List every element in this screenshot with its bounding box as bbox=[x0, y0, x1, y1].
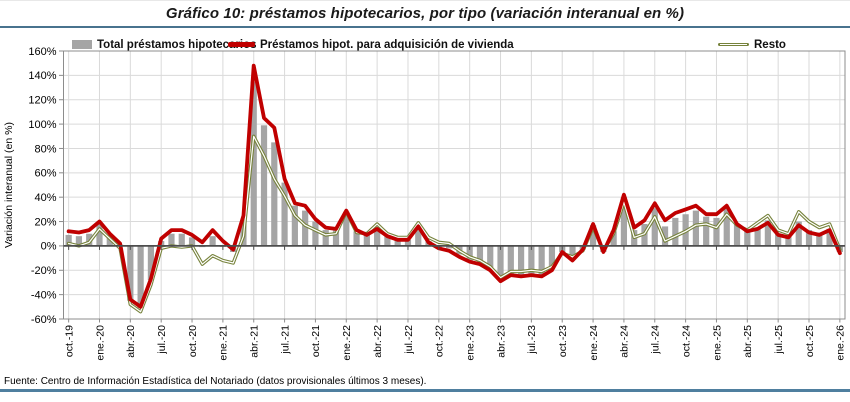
svg-text:ene.-26: ene.-26 bbox=[835, 325, 847, 361]
bar-series-total bbox=[65, 81, 843, 309]
svg-text:-40%: -40% bbox=[31, 289, 57, 301]
footer-source-text: Fuente: Centro de Información Estadístic… bbox=[4, 376, 427, 387]
svg-text:ene.-23: ene.-23 bbox=[464, 325, 476, 361]
svg-text:ene.-20: ene.-20 bbox=[94, 325, 106, 361]
legend-item-vivienda: Préstamos hipot. para adquisición de viv… bbox=[228, 37, 514, 52]
line-series-vivienda bbox=[66, 63, 842, 309]
legend-item-total: Total préstamos hipotecarios bbox=[72, 37, 257, 52]
line-series-resto bbox=[66, 134, 842, 314]
svg-text:oct.-25: oct.-25 bbox=[804, 325, 816, 357]
bottom-divider bbox=[0, 389, 850, 392]
svg-text:abr.-24: abr.-24 bbox=[619, 325, 631, 358]
legend-label-total: Total préstamos hipotecarios bbox=[97, 38, 257, 51]
legend-item-resto: Resto bbox=[718, 37, 786, 52]
y-axis-title: Variación interanual (en %) bbox=[3, 122, 15, 248]
legend-swatch-vivienda-line bbox=[228, 42, 255, 47]
svg-text:120%: 120% bbox=[28, 95, 56, 107]
svg-text:jul.-22: jul.-22 bbox=[403, 325, 415, 355]
svg-text:jul.-23: jul.-23 bbox=[526, 325, 538, 355]
svg-text:60%: 60% bbox=[34, 168, 56, 180]
chart-canvas: 160% 140% 120% 100% 80% 60% 40% 20% 0% -20% -40% -6… bbox=[3, 46, 847, 361]
zero-axis bbox=[63, 245, 845, 250]
svg-text:jul.-21: jul.-21 bbox=[279, 325, 291, 355]
svg-text:ene.-21: ene.-21 bbox=[218, 325, 230, 361]
legend-label-resto: Resto bbox=[754, 38, 786, 51]
x-axis-labels: oct.-19 ene.-20 abr.-20 jul.-20 oct.-20 ene.-… bbox=[63, 319, 847, 361]
svg-text:oct.-24: oct.-24 bbox=[680, 325, 692, 357]
svg-text:jul.-24: jul.-24 bbox=[650, 325, 662, 355]
svg-text:abr.-23: abr.-23 bbox=[495, 325, 507, 358]
plot-border bbox=[63, 50, 846, 320]
legend-swatch-resto-line bbox=[718, 42, 749, 47]
svg-text:20%: 20% bbox=[34, 216, 56, 228]
legend-swatch-total-bar bbox=[72, 40, 92, 49]
page-title: Gráfico 10: préstamos hipotecarios, por … bbox=[165, 5, 685, 22]
svg-text:jul.-25: jul.-25 bbox=[773, 325, 785, 355]
chart-legend: Total préstamos hipotecarios Préstamos h… bbox=[0, 37, 850, 52]
svg-text:abr.-25: abr.-25 bbox=[742, 325, 754, 358]
svg-text:100%: 100% bbox=[28, 119, 56, 131]
svg-text:-60%: -60% bbox=[31, 314, 57, 326]
svg-text:160%: 160% bbox=[28, 46, 56, 58]
svg-text:ene.-24: ene.-24 bbox=[588, 325, 600, 361]
svg-text:abr.-20: abr.-20 bbox=[125, 325, 137, 358]
gridlines bbox=[63, 50, 845, 320]
svg-text:oct.-20: oct.-20 bbox=[187, 325, 199, 357]
svg-text:abr.-21: abr.-21 bbox=[249, 325, 261, 358]
svg-text:80%: 80% bbox=[34, 143, 56, 155]
legend-label-vivienda: Préstamos hipot. para adquisición de viv… bbox=[260, 38, 514, 51]
chart-area: 160% 140% 120% 100% 80% 60% 40% 20% 0% -20% -40% -6… bbox=[0, 29, 850, 374]
title-divider bbox=[0, 26, 850, 28]
svg-text:140%: 140% bbox=[28, 70, 56, 82]
svg-text:ene.-22: ene.-22 bbox=[341, 325, 353, 361]
svg-text:jul.-20: jul.-20 bbox=[156, 325, 168, 355]
svg-text:40%: 40% bbox=[34, 192, 56, 204]
svg-text:oct.-23: oct.-23 bbox=[557, 325, 569, 357]
svg-text:0%: 0% bbox=[41, 241, 57, 253]
svg-text:oct.-19: oct.-19 bbox=[63, 325, 75, 357]
svg-text:oct.-21: oct.-21 bbox=[310, 325, 322, 357]
svg-text:-20%: -20% bbox=[31, 265, 57, 277]
svg-text:oct.-22: oct.-22 bbox=[434, 325, 446, 357]
y-axis-labels: 160% 140% 120% 100% 80% 60% 40% 20% 0% -20% -40% -6… bbox=[28, 46, 64, 326]
svg-text:abr.-22: abr.-22 bbox=[372, 325, 384, 358]
svg-text:ene.-25: ene.-25 bbox=[711, 325, 723, 361]
